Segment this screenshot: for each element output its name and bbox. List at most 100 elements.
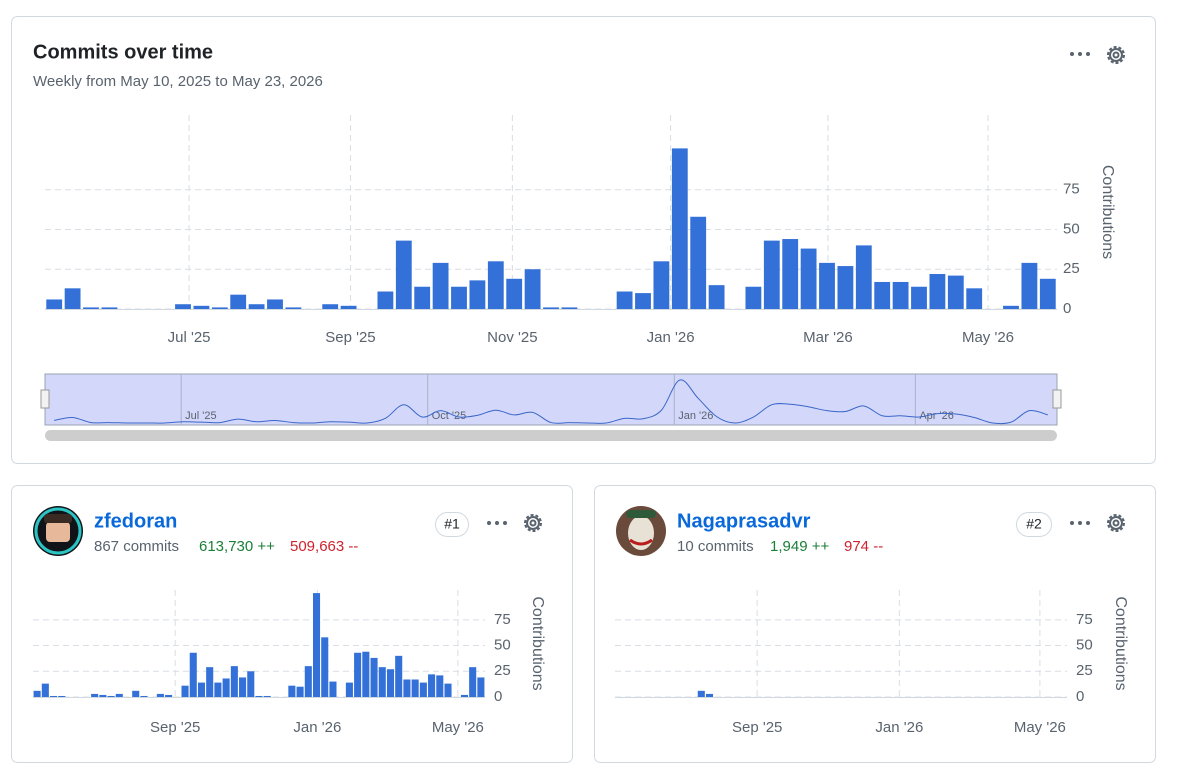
bar — [378, 667, 386, 697]
bar — [321, 637, 329, 697]
more-button[interactable] — [487, 521, 507, 525]
bar — [46, 299, 63, 309]
bar — [782, 239, 799, 309]
bar — [929, 274, 946, 309]
bar — [322, 304, 339, 309]
contributor-name[interactable]: Nagaprasadvr — [677, 510, 811, 532]
bar — [132, 690, 140, 697]
bar — [107, 695, 115, 697]
rank: #2 — [1026, 516, 1042, 532]
bar — [255, 695, 263, 697]
bar — [616, 291, 633, 309]
bar — [428, 674, 436, 697]
x-tick-label: Sep '25 — [150, 719, 200, 736]
bar — [395, 240, 412, 309]
bar — [197, 682, 206, 697]
bar — [635, 293, 651, 309]
x-tick-label: Sep '25 — [325, 329, 375, 346]
x-tick-label: Jul '25 — [168, 329, 211, 346]
bar — [340, 305, 357, 309]
bar — [50, 695, 58, 697]
bar — [561, 307, 578, 309]
x-tick-label: May '26 — [432, 719, 484, 736]
bar — [419, 682, 427, 697]
x-tick-label: Mar '26 — [803, 329, 853, 346]
bar — [181, 685, 189, 697]
bar — [288, 685, 296, 697]
avatar[interactable] — [616, 506, 666, 556]
more-button[interactable] — [1070, 52, 1090, 56]
additions: 1,949 ++ — [770, 538, 829, 555]
x-tick-label: Jan '26 — [647, 329, 695, 346]
bar — [230, 666, 238, 697]
bar — [763, 240, 780, 309]
y-tick-label: 0 — [1076, 688, 1084, 705]
bar — [395, 655, 403, 697]
navigator-handle[interactable] — [40, 389, 50, 409]
bar — [140, 695, 148, 697]
more-button[interactable] — [1070, 521, 1090, 525]
navigator-line — [54, 379, 1048, 425]
commit-count: 867 commits — [94, 538, 179, 555]
bar — [193, 305, 210, 309]
bar — [222, 678, 230, 697]
x-tick-label: May '26 — [1014, 719, 1066, 736]
navigator-handle[interactable] — [1052, 389, 1062, 409]
bar — [966, 288, 983, 309]
y-tick-label: 50 — [494, 637, 511, 654]
avatar[interactable] — [33, 506, 83, 556]
y-tick-label: 75 — [1063, 181, 1080, 198]
bar — [436, 675, 444, 697]
y-axis-title: Contributions — [1112, 596, 1129, 690]
y-tick-label: 0 — [494, 688, 502, 705]
bar — [230, 294, 247, 309]
bar — [175, 304, 191, 309]
bar — [1039, 278, 1056, 309]
y-tick-label: 50 — [1063, 220, 1080, 237]
x-tick-label: Sep '25 — [732, 719, 782, 736]
bar — [506, 278, 523, 309]
settings-button[interactable] — [524, 514, 542, 532]
navigator-tick-label: Jan '26 — [678, 410, 713, 422]
bar — [469, 280, 486, 309]
bar — [165, 694, 173, 697]
bar — [386, 669, 395, 697]
bar — [83, 307, 99, 309]
bar — [58, 695, 66, 697]
y-tick-label: 25 — [494, 662, 511, 679]
bar — [64, 288, 81, 309]
bar — [697, 690, 705, 697]
bar — [432, 262, 449, 309]
x-tick-label: Jan '26 — [875, 719, 923, 736]
bar — [263, 695, 271, 697]
y-tick-label: 75 — [1076, 611, 1093, 628]
bar — [206, 667, 214, 697]
rank: #1 — [444, 516, 460, 532]
x-tick-label: Nov '25 — [487, 329, 537, 346]
settings-button[interactable] — [1107, 514, 1125, 532]
chart-title: Commits over time — [33, 41, 213, 63]
y-tick-label: 25 — [1063, 260, 1080, 277]
bar — [874, 281, 891, 309]
bar — [671, 148, 688, 309]
bar — [101, 307, 118, 309]
card — [594, 485, 1156, 763]
bar — [91, 693, 99, 697]
y-axis-title: Contributions — [529, 596, 546, 690]
scrollbar[interactable] — [45, 430, 1057, 441]
bar — [947, 275, 964, 309]
bar — [705, 693, 714, 697]
y-tick-label: 25 — [1076, 662, 1093, 679]
bar — [296, 686, 304, 697]
card — [11, 16, 1156, 464]
contributor-name[interactable]: zfedoran — [94, 510, 177, 532]
additions: 613,730 ++ — [199, 538, 275, 555]
bar — [855, 245, 872, 309]
deletions: 509,663 -- — [290, 538, 358, 555]
commit-count: 10 commits — [677, 538, 754, 555]
settings-button[interactable] — [1107, 46, 1125, 64]
bar — [477, 677, 485, 697]
bar — [451, 286, 467, 309]
deletions: 974 -- — [844, 538, 883, 555]
bar — [543, 307, 559, 309]
